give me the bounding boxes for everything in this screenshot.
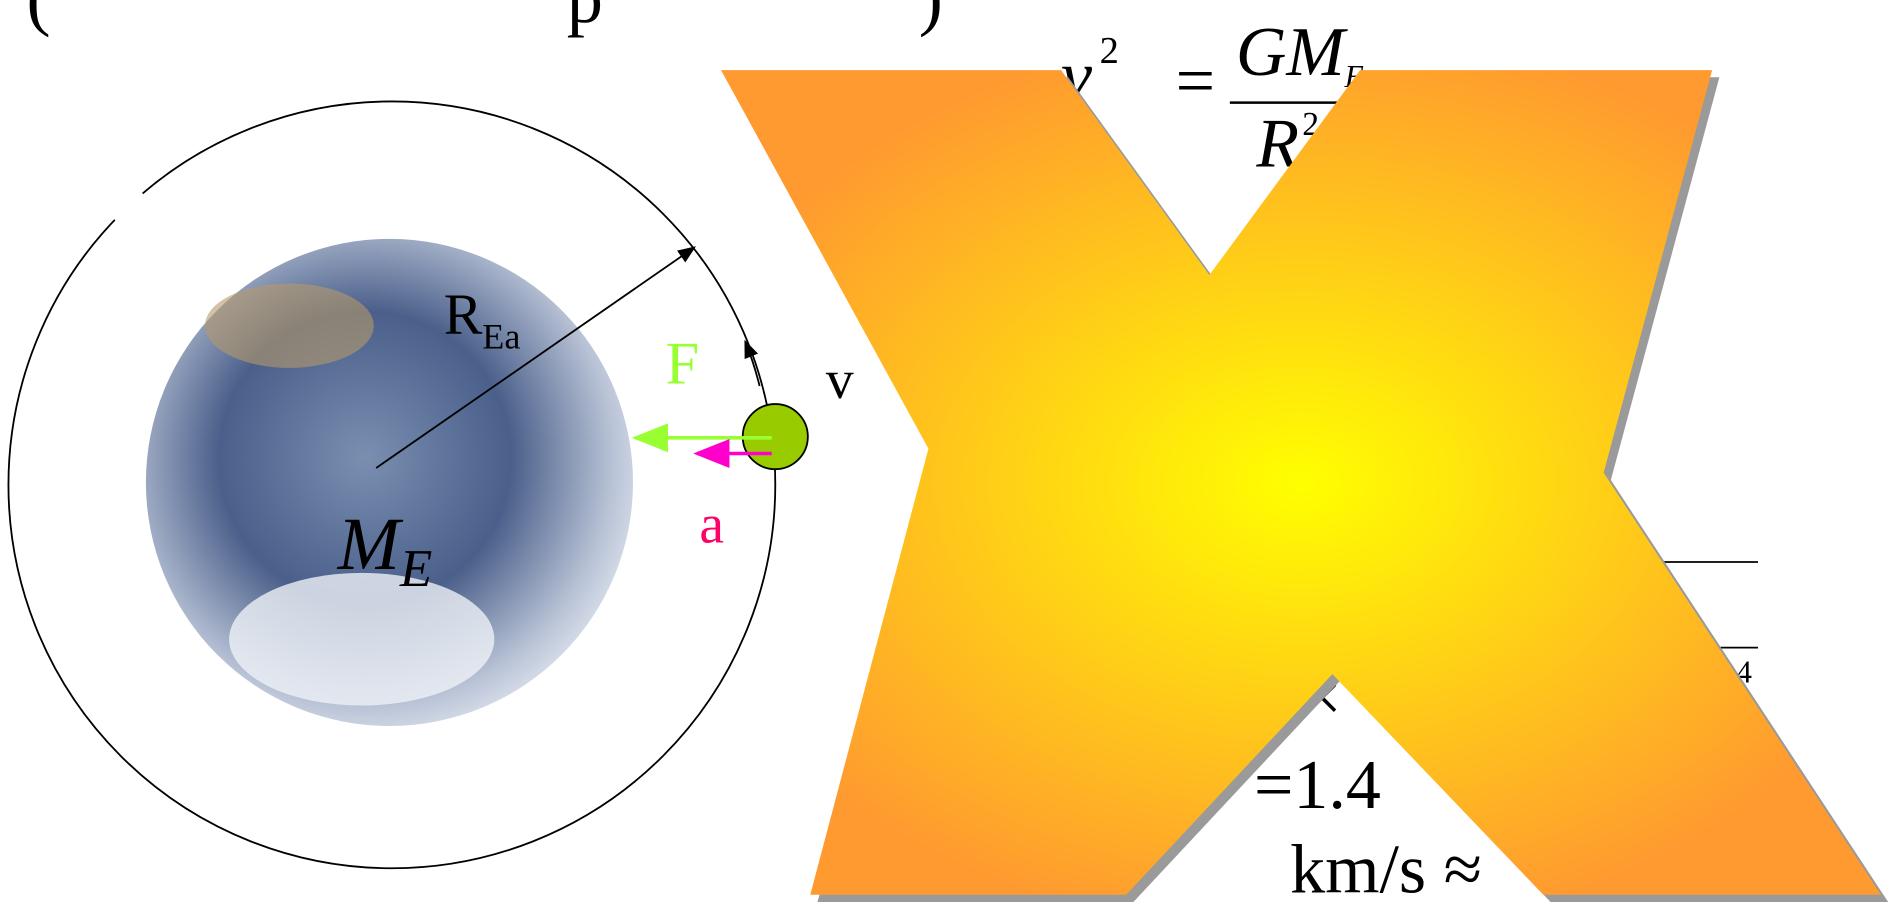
r-sub: Ea — [482, 317, 520, 357]
fragment: ( — [27, 0, 51, 38]
slide: ( p ) REa F v a ME v 2 = GME R 2 E 2 × 4… — [0, 0, 1893, 907]
fragment: ) — [919, 0, 943, 38]
velocity-arrow — [745, 341, 759, 386]
num: GM — [1236, 14, 1348, 91]
fragment: p — [567, 0, 603, 38]
m-sub: E — [399, 540, 432, 598]
eq-result: =1.4 — [1254, 747, 1381, 824]
top-fragments: ( p ) — [27, 0, 943, 38]
m: M — [337, 503, 404, 586]
velocity-label: v — [826, 349, 854, 410]
eq-num: GME — [1236, 14, 1364, 94]
eq-speed: km/s ≈ — [1290, 831, 1482, 907]
page: ( p ) REa F v a ME v 2 = GME R 2 E 2 × 4… — [0, 0, 1893, 907]
clouds — [229, 573, 494, 706]
r: R — [444, 282, 483, 347]
force-label: F — [666, 331, 700, 398]
accel-label: a — [699, 494, 724, 555]
eq-lhs-exp: 2 — [1100, 30, 1119, 72]
eq-equals: = — [1176, 43, 1215, 120]
continent — [205, 283, 374, 367]
